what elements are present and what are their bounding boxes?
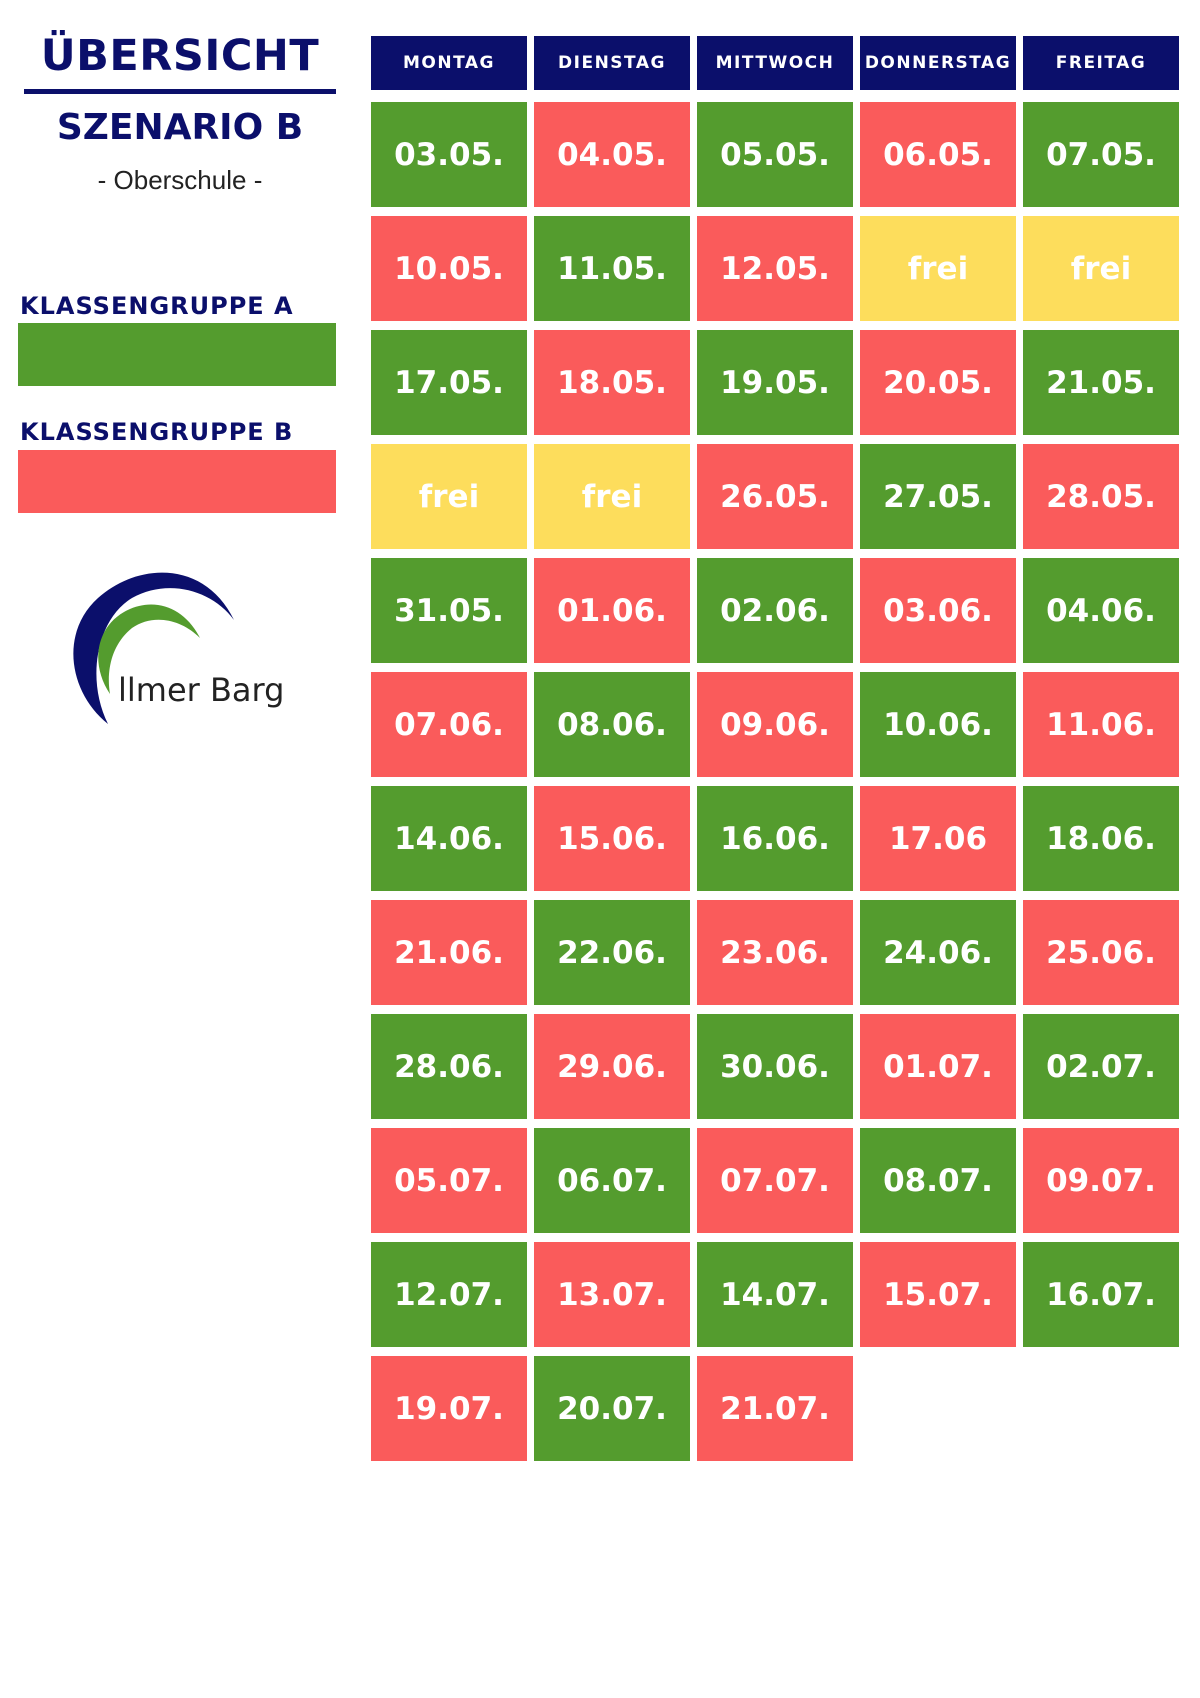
legend-label-group-b: KLASSENGRUPPE B: [20, 418, 294, 446]
day-cell-group-b: 20.05.: [860, 330, 1016, 435]
day-cell-group-b: 23.06.: [697, 900, 853, 1005]
day-cell-group-a: 04.06.: [1023, 558, 1179, 663]
day-cell-group-a: 16.07.: [1023, 1242, 1179, 1347]
day-cell-group-b: 15.07.: [860, 1242, 1016, 1347]
day-cell-group-b: 07.07.: [697, 1128, 853, 1233]
day-cell-group-a: 17.05.: [371, 330, 527, 435]
day-cell-group-a: 30.06.: [697, 1014, 853, 1119]
day-cell-empty: [860, 1356, 1016, 1461]
day-cell-empty: [1023, 1356, 1179, 1461]
day-cell-group-a: 12.07.: [371, 1242, 527, 1347]
day-cell-free: frei: [534, 444, 690, 549]
legend-swatch-group-a: [18, 323, 336, 386]
day-cell-group-a: 08.06.: [534, 672, 690, 777]
day-cell-group-b: 17.06: [860, 786, 1016, 891]
day-cell-group-b: 07.06.: [371, 672, 527, 777]
day-cell-group-b: 09.06.: [697, 672, 853, 777]
day-cell-group-a: 02.07.: [1023, 1014, 1179, 1119]
day-cell-group-b: 19.07.: [371, 1356, 527, 1461]
day-cell-group-b: 09.07.: [1023, 1128, 1179, 1233]
day-cell-group-a: 02.06.: [697, 558, 853, 663]
day-header-dienstag: DIENSTAG: [534, 36, 690, 90]
day-cell-group-b: 25.06.: [1023, 900, 1179, 1005]
day-header-montag: MONTAG: [371, 36, 527, 90]
day-cell-group-a: 14.06.: [371, 786, 527, 891]
day-cell-group-a: 05.05.: [697, 102, 853, 207]
day-header-freitag: FREITAG: [1023, 36, 1179, 90]
legend-label-group-a: KLASSENGRUPPE A: [20, 292, 294, 320]
schedule-grid: MONTAG DIENSTAG MITTWOCH DONNERSTAG FREITAG 0…: [371, 36, 1179, 1470]
day-cell-group-a: 11.05.: [534, 216, 690, 321]
day-cell-group-b: 10.05.: [371, 216, 527, 321]
school-logo-icon: [73, 572, 234, 724]
day-cell-free: frei: [371, 444, 527, 549]
day-cell-group-b: 15.06.: [534, 786, 690, 891]
day-cell-group-a: 28.06.: [371, 1014, 527, 1119]
day-cell-group-a: 27.05.: [860, 444, 1016, 549]
day-cell-free: frei: [860, 216, 1016, 321]
day-cell-group-b: 01.07.: [860, 1014, 1016, 1119]
day-cell-group-b: 18.05.: [534, 330, 690, 435]
day-cell-group-a: 14.07.: [697, 1242, 853, 1347]
day-cell-group-a: 22.06.: [534, 900, 690, 1005]
day-cell-group-b: 06.05.: [860, 102, 1016, 207]
school-type: - Oberschule -: [97, 165, 263, 195]
day-cell-group-a: 31.05.: [371, 558, 527, 663]
day-cell-group-b: 04.05.: [534, 102, 690, 207]
day-cell-group-a: 24.06.: [860, 900, 1016, 1005]
day-cell-group-a: 10.06.: [860, 672, 1016, 777]
day-cell-group-a: 20.07.: [534, 1356, 690, 1461]
day-cell-group-b: 05.07.: [371, 1128, 527, 1233]
day-cell-group-b: 03.06.: [860, 558, 1016, 663]
day-cell-group-b: 11.06.: [1023, 672, 1179, 777]
day-cell-group-a: 18.06.: [1023, 786, 1179, 891]
day-header-mittwoch: MITTWOCH: [697, 36, 853, 90]
scenario-subtitle: SZENARIO B: [56, 107, 304, 148]
day-cell-group-b: 21.06.: [371, 900, 527, 1005]
day-cell-group-b: 29.06.: [534, 1014, 690, 1119]
logo-text: llmer Barg: [118, 671, 285, 709]
legend-swatch-group-b: [18, 450, 336, 513]
day-cell-group-a: 08.07.: [860, 1128, 1016, 1233]
day-cell-group-a: 21.05.: [1023, 330, 1179, 435]
page-title: ÜBERSICHT: [40, 31, 320, 81]
day-cell-group-a: 19.05.: [697, 330, 853, 435]
day-cell-group-b: 01.06.: [534, 558, 690, 663]
day-cell-group-b: 12.05.: [697, 216, 853, 321]
day-cell-group-a: 03.05.: [371, 102, 527, 207]
day-cell-group-a: 07.05.: [1023, 102, 1179, 207]
day-cell-group-a: 16.06.: [697, 786, 853, 891]
day-header-donnerstag: DONNERSTAG: [860, 36, 1016, 90]
day-cell-group-a: 06.07.: [534, 1128, 690, 1233]
day-cell-group-b: 13.07.: [534, 1242, 690, 1347]
day-cell-free: frei: [1023, 216, 1179, 321]
day-cell-group-b: 26.05.: [697, 444, 853, 549]
day-cell-group-b: 21.07.: [697, 1356, 853, 1461]
day-cell-group-b: 28.05.: [1023, 444, 1179, 549]
title-divider: [24, 89, 336, 94]
